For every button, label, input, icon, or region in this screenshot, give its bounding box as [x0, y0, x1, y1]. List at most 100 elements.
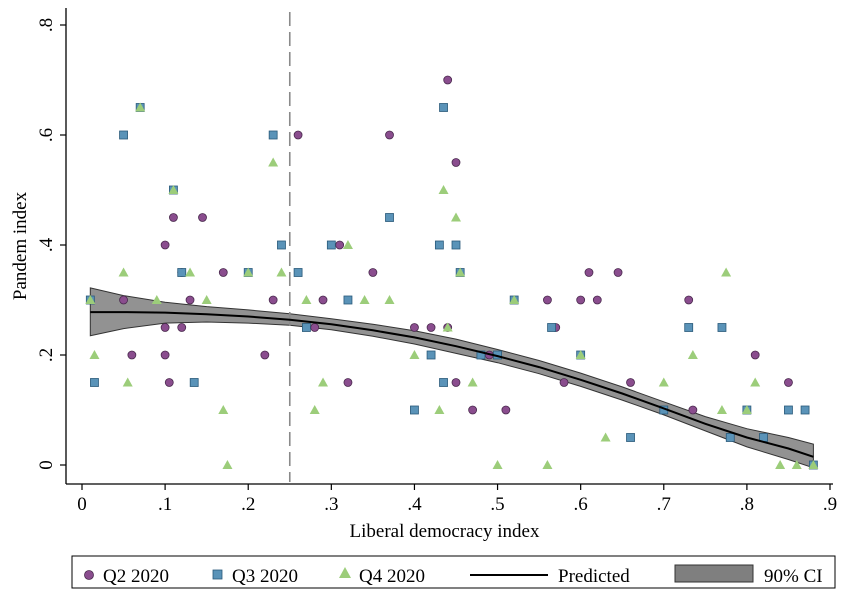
- q2-point: [385, 130, 394, 140]
- q2-point: [559, 378, 569, 387]
- q3-point: [343, 295, 353, 305]
- q4-point: [409, 350, 420, 359]
- q2-point: [451, 158, 461, 167]
- q2-point: [468, 405, 478, 415]
- legend-q2-marker: [84, 570, 94, 580]
- q4-point: [168, 185, 179, 194]
- q4-point: [750, 377, 761, 387]
- x-tick-label: .9: [823, 494, 837, 515]
- q2-point: [293, 130, 303, 140]
- q4-point: [434, 405, 445, 414]
- q3-point: [189, 378, 199, 387]
- q4-point: [85, 295, 96, 304]
- q2-point: [160, 240, 170, 250]
- q4-point: [122, 377, 133, 387]
- y-tick-label: .8: [36, 18, 57, 32]
- q4-point: [791, 460, 802, 469]
- q4-point: [492, 460, 503, 469]
- x-tick-label: .8: [740, 494, 754, 515]
- q3-point: [119, 130, 128, 140]
- q2-point: [310, 323, 320, 332]
- q2-point: [501, 405, 511, 415]
- q4-point: [135, 102, 146, 112]
- x-tick-label: .1: [158, 494, 172, 515]
- x-tick-label: 0: [77, 494, 87, 515]
- legend: Q2 2020 Q3 2020 Q4 2020 Predicted 90% CI: [71, 555, 836, 589]
- q3-point: [547, 323, 556, 332]
- x-tick-label: .3: [324, 494, 338, 515]
- q4-point: [467, 377, 478, 387]
- q2-point: [185, 295, 195, 305]
- q2-point: [613, 268, 623, 277]
- q2-point: [784, 378, 793, 387]
- q2-point: [688, 405, 698, 415]
- y-axis-title: Pandem index: [10, 191, 31, 300]
- plot-area: [85, 12, 819, 482]
- y-tick-label: .2: [36, 348, 57, 362]
- q2-point: [543, 295, 552, 305]
- q4-point: [342, 240, 353, 249]
- q3-point: [177, 268, 187, 277]
- q2-point: [260, 350, 270, 360]
- legend-q2-label: Q2 2020: [103, 566, 169, 587]
- q2-point: [268, 295, 278, 305]
- q3-point: [784, 405, 793, 415]
- q4-point: [438, 185, 449, 194]
- q4-point: [218, 405, 229, 414]
- q2-point: [410, 323, 419, 332]
- y-tick-label: .4: [36, 237, 57, 252]
- q2-point: [584, 268, 594, 277]
- q4-point: [118, 267, 129, 277]
- q4-point: [359, 295, 370, 304]
- q4-point: [276, 267, 287, 277]
- q3-point: [434, 240, 444, 250]
- q2-point: [177, 323, 187, 332]
- q3-point: [439, 103, 448, 112]
- q4-point: [151, 295, 162, 304]
- q3-point: [268, 130, 278, 140]
- legend-q3-label: Q3 2020: [232, 566, 298, 587]
- q4-point: [658, 377, 669, 387]
- q3-point: [451, 240, 461, 250]
- q3-point: [326, 240, 336, 250]
- q3-point: [90, 378, 99, 387]
- q2-point: [426, 323, 436, 332]
- x-tick-label: .2: [241, 494, 255, 515]
- q3-point: [293, 268, 303, 277]
- legend-q3-marker: [212, 569, 223, 580]
- q2-point: [451, 378, 461, 387]
- x-tick-label: .7: [657, 494, 671, 515]
- q3-point: [301, 323, 311, 332]
- q3-point: [277, 240, 286, 250]
- q4-point: [455, 267, 466, 277]
- x-axis-title: Liberal democracy index: [350, 521, 540, 542]
- q4-point: [243, 267, 254, 277]
- q4-point: [201, 295, 212, 304]
- q2-point: [119, 295, 128, 305]
- q4-point: [687, 350, 698, 359]
- q4-point: [301, 295, 312, 304]
- q4-point: [509, 295, 520, 304]
- y-tick-label: 0: [36, 460, 57, 470]
- q2-point: [160, 323, 170, 332]
- legend-q4-marker: [339, 567, 351, 578]
- q4-point: [741, 405, 752, 414]
- q4-point: [451, 212, 461, 222]
- q4-point: [318, 377, 329, 387]
- q2-point: [164, 378, 174, 387]
- axes: 0 .1 .2 .3 .4 .5 .6 .7 .8 .9 0 .2 .4 .6 .8 Liberal demo…: [10, 8, 837, 542]
- q3-point: [800, 405, 810, 415]
- q4-point: [89, 350, 100, 359]
- q4-point: [185, 267, 196, 277]
- q3-point: [626, 433, 635, 442]
- q4-point: [268, 157, 279, 167]
- legend-ci-swatch: [674, 564, 754, 583]
- q4-point: [442, 322, 453, 332]
- q4-point: [575, 350, 586, 359]
- q3-point: [410, 405, 419, 415]
- x-tick-label: .6: [574, 494, 588, 515]
- q2-point: [198, 213, 207, 222]
- legend-predicted-label: Predicted: [558, 566, 630, 587]
- q3-point: [439, 378, 448, 387]
- q3-point: [476, 350, 486, 360]
